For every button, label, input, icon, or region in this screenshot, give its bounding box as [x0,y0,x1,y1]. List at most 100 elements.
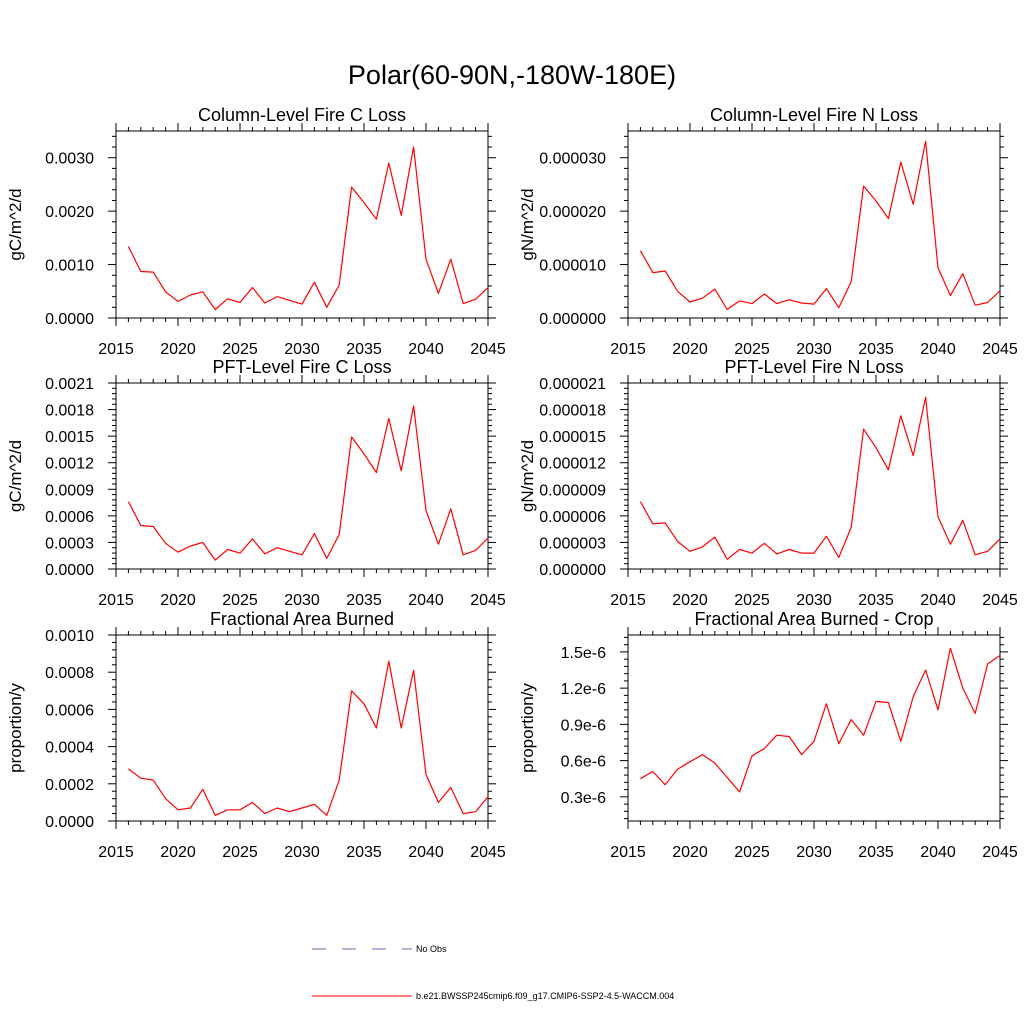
data-point [487,287,489,289]
x-tick-label: 2015 [98,592,134,609]
data-point [289,811,291,813]
y-tick-label: 0.0015 [45,429,94,446]
data-point [140,777,142,779]
data-point [289,550,291,552]
data-point [450,508,452,510]
data-point [987,550,989,552]
data-point [702,297,704,299]
data-point [326,815,328,817]
y-axis-label: gN/m^2/d [518,188,537,260]
data-series-line [128,660,489,817]
data-point [314,281,316,283]
panel-title: PFT-Level Fire N Loss [724,357,903,377]
data-point [227,298,229,300]
x-tick-label: 2045 [982,592,1018,609]
data-point [875,701,877,703]
y-tick-label: 0.0010 [45,258,94,275]
data-point [140,271,142,273]
data-point [202,542,204,544]
y-tick-label: 0.000003 [539,535,606,552]
data-point [689,550,691,552]
data-point [487,537,489,539]
chart-panel-1: Column-Level Fire C Loss gC/m^2/d 2015 2020… [6,105,506,358]
data-point [363,202,365,204]
y-axis-label: gC/m^2/d [6,188,25,260]
data-point [487,796,489,798]
data-point [326,558,328,560]
y-axis-label: proportion/y [518,683,537,773]
figure-title: Polar(60-90N,-180W-180E) [348,60,676,90]
data-point [912,203,914,205]
data-point [801,552,803,554]
data-point [177,809,179,811]
x-tick-label: 2045 [982,341,1018,358]
data-point [826,288,828,290]
data-point [714,762,716,764]
y-tick-label: 0.000012 [539,456,606,473]
data-point [776,303,778,305]
data-point [239,302,241,304]
data-point [351,186,353,188]
data-point [475,811,477,813]
y-tick-label: 0.000006 [539,509,606,526]
data-point [776,553,778,555]
data-point [264,302,266,304]
data-point [813,740,815,742]
data-point [664,784,666,786]
legend: No Obs b.e21.BWSSP245cmip6.f09_g17.CMIP6… [312,944,674,1001]
data-point [850,281,852,283]
x-tick-label: 2040 [408,844,444,861]
data-point [999,655,1001,657]
data-point [388,418,390,420]
x-tick-label: 2030 [284,592,320,609]
y-tick-label: 0.0010 [45,628,94,645]
data-point [177,301,179,303]
data-point [438,802,440,804]
x-tick-label: 2035 [858,844,894,861]
chart-panel-2: Column-Level Fire N Loss gN/m^2/d 2015 2020… [518,105,1018,358]
data-point [925,140,927,142]
data-point [714,288,716,290]
data-point [974,304,976,306]
data-point [202,789,204,791]
data-point [838,557,840,559]
data-point [462,554,464,556]
data-point [450,258,452,260]
x-tick-label: 2015 [610,844,646,861]
chart-panel-5: Fractional Area Burned proportion/y 2015 20… [6,609,506,861]
data-point [726,309,728,311]
legend-obs-label: No Obs [416,944,447,954]
data-point [376,727,378,729]
data-point [702,754,704,756]
plot-frame [627,130,1001,319]
data-point [962,687,964,689]
y-tick-label: 0.0000 [45,311,94,328]
data-point [764,293,766,295]
data-point [813,303,815,305]
y-tick-label: 0.0006 [45,702,94,719]
data-point [264,553,266,555]
data-point [801,302,803,304]
panel-title: Column-Level Fire N Loss [710,105,918,125]
data-point [937,267,939,269]
x-tick-label: 2040 [920,341,956,358]
data-point [664,270,666,272]
y-tick-label: 0.6e-6 [561,754,606,771]
data-point [413,146,415,148]
data-point [788,299,790,301]
data-point [652,771,654,773]
data-point [751,552,753,554]
data-point [301,554,303,556]
data-point [838,743,840,745]
data-point [475,550,477,552]
x-tick-label: 2035 [346,341,382,358]
data-point [202,291,204,293]
data-point [128,246,130,248]
data-point [726,558,728,560]
data-point [165,798,167,800]
y-tick-label: 0.000021 [539,376,606,393]
data-point [863,185,865,187]
data-point [400,727,402,729]
data-point [314,803,316,805]
